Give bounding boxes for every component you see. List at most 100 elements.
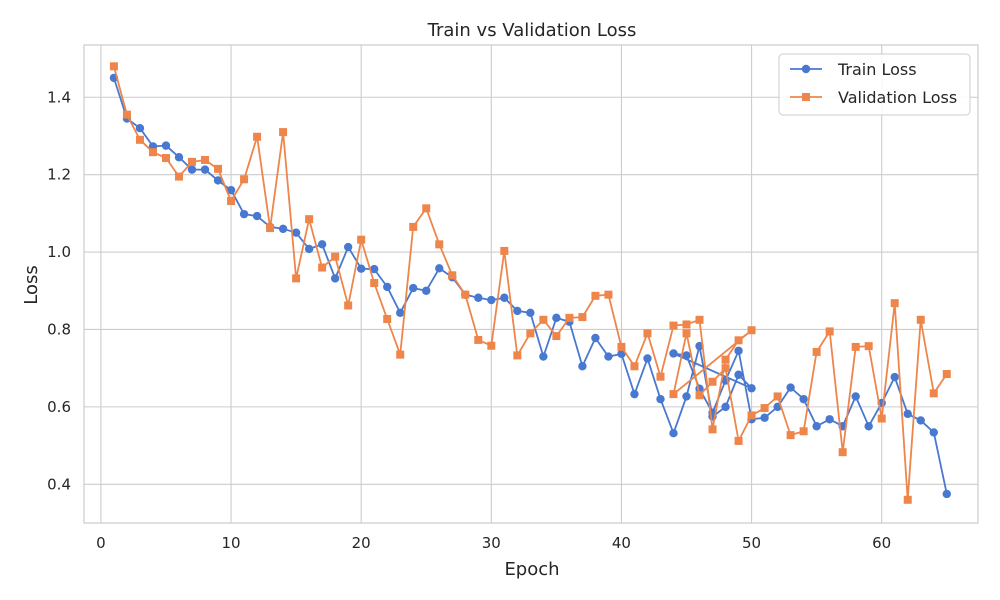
train-loss-point bbox=[851, 392, 860, 401]
validation-loss-point bbox=[890, 299, 899, 308]
validation-loss-point bbox=[734, 336, 743, 345]
validation-loss-point bbox=[201, 155, 210, 164]
validation-loss-point bbox=[903, 495, 912, 504]
y-tick-label: 0.6 bbox=[47, 398, 71, 416]
validation-loss-point bbox=[122, 110, 131, 119]
validation-loss-point bbox=[109, 62, 118, 71]
train-loss-point bbox=[656, 394, 665, 404]
validation-loss-point bbox=[695, 391, 704, 400]
validation-loss-point bbox=[825, 327, 834, 336]
train-loss-point bbox=[369, 264, 379, 274]
legend-box bbox=[778, 53, 971, 116]
x-tick-label: 60 bbox=[872, 534, 891, 552]
validation-loss-point bbox=[253, 132, 262, 141]
validation-loss-point bbox=[331, 252, 340, 261]
train-loss-point bbox=[916, 416, 925, 425]
train-loss-point bbox=[135, 124, 145, 133]
train-loss-point bbox=[617, 349, 626, 359]
train-loss-point bbox=[825, 415, 834, 424]
validation-loss-point bbox=[747, 326, 756, 335]
train-loss-point bbox=[786, 383, 795, 392]
x-tick-label: 40 bbox=[612, 534, 631, 552]
y-tick-label: 0.4 bbox=[47, 475, 71, 493]
train-loss-point bbox=[356, 264, 366, 273]
validation-loss-point bbox=[942, 369, 951, 378]
validation-loss-point bbox=[630, 362, 639, 371]
validation-loss-point bbox=[643, 329, 652, 338]
validation-loss-point bbox=[279, 128, 288, 137]
validation-loss-point bbox=[851, 342, 860, 351]
legend-item-validation: Validation Loss bbox=[790, 88, 957, 107]
legend-marker-train bbox=[801, 64, 811, 74]
validation-loss-point bbox=[422, 204, 431, 213]
validation-loss-point bbox=[344, 301, 353, 310]
validation-loss-point bbox=[799, 427, 808, 436]
train-loss-point bbox=[200, 165, 210, 174]
y-tick-label: 1.4 bbox=[47, 88, 71, 106]
y-tick-label: 0.8 bbox=[47, 320, 71, 338]
validation-loss-point bbox=[773, 392, 782, 401]
validation-loss-point bbox=[435, 240, 444, 249]
validation-loss-point bbox=[396, 350, 405, 359]
validation-loss-point bbox=[461, 290, 470, 299]
train-loss-point bbox=[760, 413, 769, 422]
train-loss-point bbox=[552, 313, 561, 323]
validation-loss-point bbox=[357, 235, 366, 244]
validation-loss-point bbox=[135, 135, 144, 144]
validation-loss-point bbox=[539, 315, 548, 324]
train-loss-point bbox=[396, 308, 405, 318]
train-loss-point bbox=[409, 283, 418, 293]
validation-loss-point bbox=[734, 436, 743, 445]
train-loss-point bbox=[304, 244, 314, 254]
train-loss-point bbox=[903, 409, 912, 419]
validation-loss-point bbox=[760, 404, 769, 413]
series-validation bbox=[109, 62, 951, 504]
x-axis-label: Epoch bbox=[504, 559, 559, 580]
train-loss-point bbox=[682, 351, 691, 360]
train-loss-point bbox=[239, 209, 249, 219]
series-line-train bbox=[113, 77, 948, 495]
train-loss-point bbox=[864, 422, 873, 431]
train-loss-point bbox=[812, 422, 821, 431]
train-loss-point bbox=[747, 384, 756, 393]
x-tick-label: 0 bbox=[96, 534, 106, 552]
train-loss-point bbox=[890, 372, 899, 382]
validation-loss-point bbox=[838, 448, 847, 457]
validation-loss-point bbox=[383, 315, 392, 324]
train-loss-point bbox=[591, 333, 600, 343]
train-loss-point bbox=[330, 274, 340, 283]
legend: Train Loss Validation Loss bbox=[778, 53, 971, 116]
train-loss-point bbox=[487, 295, 496, 305]
x-tick-label: 20 bbox=[352, 534, 371, 552]
y-tick-label: 1.0 bbox=[47, 243, 71, 261]
validation-loss-point bbox=[500, 246, 509, 255]
validation-loss-point bbox=[669, 321, 678, 330]
validation-loss-point bbox=[708, 425, 717, 434]
train-loss-point bbox=[161, 141, 171, 150]
validation-loss-point bbox=[148, 148, 157, 157]
train-loss-point bbox=[383, 282, 392, 292]
train-loss-point bbox=[630, 389, 639, 399]
train-loss-point bbox=[500, 293, 509, 302]
series-train bbox=[109, 73, 951, 499]
train-loss-point bbox=[474, 293, 483, 302]
train-loss-point bbox=[435, 264, 444, 273]
train-loss-point bbox=[213, 176, 223, 185]
validation-loss-point bbox=[747, 411, 756, 420]
validation-loss-point bbox=[812, 347, 821, 356]
validation-loss-point bbox=[318, 263, 327, 272]
validation-loss-point bbox=[214, 164, 223, 173]
x-tick-label: 50 bbox=[742, 534, 761, 552]
train-loss-point bbox=[669, 349, 678, 358]
validation-loss-point bbox=[174, 172, 183, 181]
validation-loss-point bbox=[526, 329, 535, 338]
train-loss-point bbox=[734, 346, 743, 355]
train-loss-point bbox=[526, 308, 535, 318]
validation-loss-point bbox=[695, 315, 704, 324]
train-loss-point bbox=[799, 394, 808, 404]
validation-loss-point bbox=[721, 355, 730, 364]
validation-loss-point bbox=[877, 414, 886, 423]
validation-loss-point bbox=[409, 222, 418, 231]
x-tick-label: 30 bbox=[482, 534, 501, 552]
